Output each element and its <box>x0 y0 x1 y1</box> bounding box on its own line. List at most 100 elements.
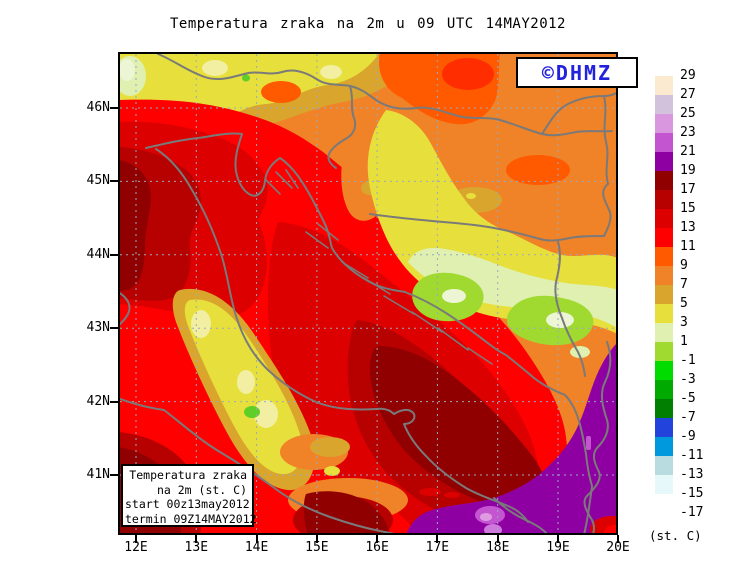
lon-label-14E: 14E <box>244 540 269 555</box>
legend-swatch-15 <box>655 209 673 228</box>
border-slovenia-croatia <box>327 85 357 169</box>
lat-tick-43N <box>110 327 118 330</box>
temperature-fill-regions <box>118 52 618 535</box>
run-info-line: termin 09Z14MAY2012 <box>125 511 257 526</box>
legend-swatch-25 <box>655 114 673 133</box>
legend-swatch--11 <box>655 456 673 475</box>
lon-tick-16E <box>376 535 379 543</box>
legend-swatch-9 <box>655 266 673 285</box>
legend-label--15: -15 <box>680 486 704 501</box>
lat-label-42N: 42N <box>86 393 110 409</box>
legend-label-21: 21 <box>680 144 696 159</box>
legend-label-25: 25 <box>680 106 696 121</box>
legend-label-29: 29 <box>680 68 696 83</box>
dhmz-watermark-label: ©DHMZ <box>541 60 613 85</box>
legend-swatch-27 <box>655 95 673 114</box>
lon-tick-20E <box>617 535 619 543</box>
legend-label-27: 27 <box>680 87 696 102</box>
legend-swatch-19 <box>655 171 673 190</box>
legend-label-15: 15 <box>680 201 696 216</box>
legend-label-11: 11 <box>680 239 696 254</box>
legend-label-9: 9 <box>680 258 688 273</box>
map-canvas <box>118 52 618 535</box>
legend-swatch--7 <box>655 418 673 437</box>
lat-tick-45N <box>110 180 118 183</box>
legend-swatch--5 <box>655 399 673 418</box>
lon-tick-17E <box>436 535 439 543</box>
lon-label-15E: 15E <box>305 540 329 555</box>
legend-label-23: 23 <box>680 125 696 140</box>
legend-swatch--1 <box>655 361 673 380</box>
lat-label-43N: 43N <box>86 320 110 336</box>
border-sava <box>369 213 605 242</box>
lon-label-12E: 12E <box>124 540 148 555</box>
legend-swatch--3 <box>655 380 673 399</box>
lon-tick-19E <box>557 535 559 543</box>
lat-label-44N: 44N <box>86 246 110 262</box>
legend-label--11: -11 <box>680 448 704 463</box>
region-slavonia-orangered <box>506 155 570 185</box>
region-balkan-purple <box>406 342 618 535</box>
legend-label--9: -9 <box>680 429 696 444</box>
lon-tick-14E <box>255 535 258 543</box>
lat-label-45N: 45N <box>86 173 110 189</box>
legend-swatch--9 <box>655 437 673 456</box>
border-montenegro-albania <box>583 341 612 535</box>
run-info-line: start 00z13may2012 <box>125 497 250 512</box>
legend-label-7: 7 <box>680 277 688 292</box>
latlon-grid <box>120 54 618 533</box>
border-albania-south <box>493 497 549 535</box>
region-west-maroon-strip <box>118 160 151 291</box>
lon-label-13E: 13E <box>184 540 209 555</box>
lat-label-41N: 41N <box>86 467 110 482</box>
map-frame <box>118 52 618 535</box>
legend-swatch-23 <box>655 133 673 152</box>
legend-label-13: 13 <box>680 220 696 235</box>
border-drina <box>554 241 586 377</box>
legend-swatch--15 <box>655 494 673 513</box>
run-info-line: na 2m (st. C) <box>156 482 247 497</box>
lat-tick-46N <box>110 107 118 109</box>
lon-label-18E: 18E <box>485 540 510 555</box>
coastline-italy-east <box>155 148 529 523</box>
lon-tick-15E <box>315 535 318 543</box>
legend-swatch-11 <box>655 247 673 266</box>
legend-swatch-13 <box>655 228 673 247</box>
lon-label-20E: 20E <box>606 540 630 555</box>
border-hungary-branch <box>541 91 618 237</box>
lat-tick-44N <box>110 253 118 256</box>
legend-swatch-21 <box>655 152 673 171</box>
legend-label-19: 19 <box>680 163 696 178</box>
run-info-box: Temperatura zraka na 2m (st. C) start 00z1… <box>121 464 257 527</box>
legend-swatch--13 <box>655 475 673 494</box>
legend-unit-label: (st. C) <box>649 528 702 543</box>
legend-label--1: -1 <box>680 353 696 368</box>
legend-swatch-17 <box>655 190 673 209</box>
dhmz-watermark-box: ©DHMZ <box>516 57 638 88</box>
legend-label-1: 1 <box>680 334 688 349</box>
legend-label--3: -3 <box>680 372 696 387</box>
legend-label-17: 17 <box>680 182 696 197</box>
lon-label-17E: 17E <box>425 540 450 555</box>
legend-swatch-5 <box>655 304 673 323</box>
legend-label--5: -5 <box>680 391 696 406</box>
legend-label--7: -7 <box>680 410 696 425</box>
legend-label-5: 5 <box>680 296 688 311</box>
legend-swatch-29 <box>655 76 673 95</box>
lat-label-46N: 46N <box>86 100 110 115</box>
dalmatian-islands <box>265 169 493 365</box>
legend-swatch-3 <box>655 323 673 342</box>
lon-tick-13E <box>195 535 198 543</box>
region-green-dot-alps <box>242 74 250 82</box>
region-south-adriatic-maroon <box>370 346 547 513</box>
legend-label-3: 3 <box>680 315 688 330</box>
borders <box>118 53 618 535</box>
coastline-italy-west <box>118 291 405 535</box>
lon-tick-12E <box>135 535 137 543</box>
lat-tick-42N <box>110 400 118 403</box>
legend-label--13: -13 <box>680 467 704 482</box>
legend-swatch-7 <box>655 285 673 304</box>
lon-tick-18E <box>496 535 499 543</box>
legend-label--17: -17 <box>680 505 704 520</box>
temperature-map <box>118 52 618 535</box>
